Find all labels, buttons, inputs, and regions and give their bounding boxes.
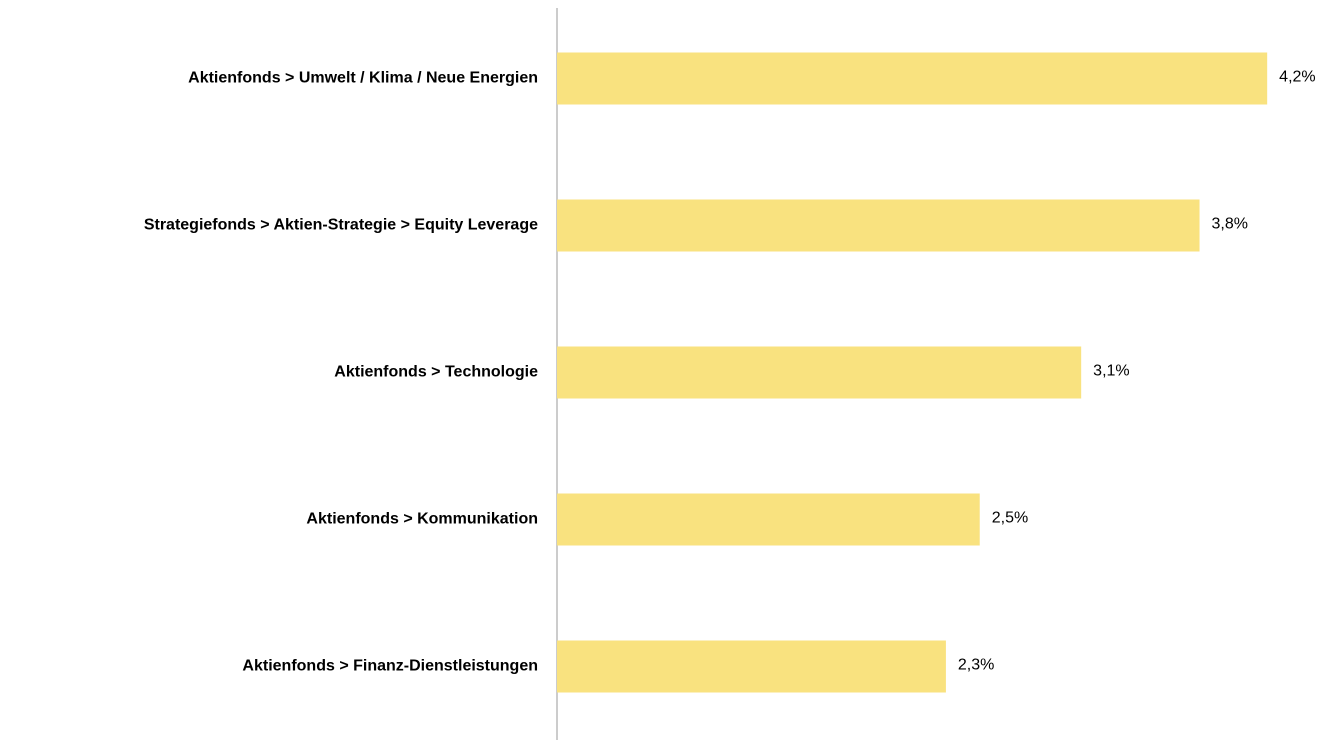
value-label: 2,5% (992, 510, 1028, 527)
bar (557, 493, 980, 546)
bar (557, 640, 946, 693)
bar (557, 346, 1082, 399)
value-label: 3,1% (1093, 363, 1129, 380)
category-label: Aktienfonds > Umwelt / Klima / Neue Ener… (188, 70, 538, 87)
value-label: 2,3% (958, 657, 994, 674)
category-label: Aktienfonds > Technologie (334, 364, 538, 381)
category-label: Aktienfonds > Finanz-Dienstleistungen (242, 658, 538, 675)
value-label: 4,2% (1279, 69, 1315, 86)
bar (557, 199, 1200, 252)
value-label: 3,8% (1212, 216, 1248, 233)
bar (557, 52, 1268, 105)
category-label: Aktienfonds > Kommunikation (306, 511, 538, 528)
category-label: Strategiefonds > Aktien-Strategie > Equi… (144, 217, 538, 234)
